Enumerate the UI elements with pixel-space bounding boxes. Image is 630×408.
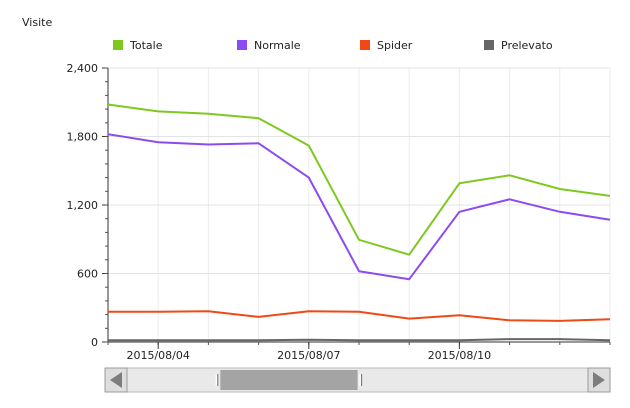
x-tick-label: 2015/08/04 [126, 349, 189, 362]
y-tick-label: 1,200 [67, 199, 99, 212]
legend-swatch-totale [113, 40, 123, 50]
y-axis-label: Visite [22, 16, 52, 29]
series-line-spider [108, 310, 611, 322]
legend-label-prelevato: Prelevato [501, 39, 553, 52]
y-tick-label: 0 [91, 336, 98, 349]
legend-item-prelevato[interactable]: Prelevato [484, 39, 553, 52]
x-tick-label: 2015/08/10 [428, 349, 491, 362]
legend-swatch-normale [237, 40, 247, 50]
series-line-totale [107, 103, 611, 256]
legend-item-totale[interactable]: Totale [113, 39, 163, 52]
series-line-prelevato [108, 338, 611, 342]
legend-label-normale: Normale [254, 39, 301, 52]
y-tick-label: 600 [77, 268, 98, 281]
legend-swatch-prelevato [484, 40, 494, 50]
legend-item-normale[interactable]: Normale [237, 39, 301, 52]
triangle-left-icon [110, 372, 122, 388]
legend-swatch-spider [360, 40, 370, 50]
legend-label-totale: Totale [129, 39, 163, 52]
legend-item-spider[interactable]: Spider [360, 39, 413, 52]
y-tick-label: 1,800 [67, 131, 99, 144]
legend: Totale Normale Spider Prelevato [113, 39, 553, 52]
scrollbar-thumb[interactable] [220, 370, 358, 390]
y-tick-label: 2,400 [67, 62, 99, 75]
legend-label-spider: Spider [377, 39, 413, 52]
chart-scrollbar[interactable] [104, 367, 611, 393]
plot-area: 0 600 1,200 1,800 2,400 2015/08/04 2015/08/07 2… [67, 62, 611, 362]
x-tick-label: 2015/08/07 [277, 349, 340, 362]
triangle-right-icon [593, 372, 605, 388]
series-line-normale [107, 133, 611, 281]
